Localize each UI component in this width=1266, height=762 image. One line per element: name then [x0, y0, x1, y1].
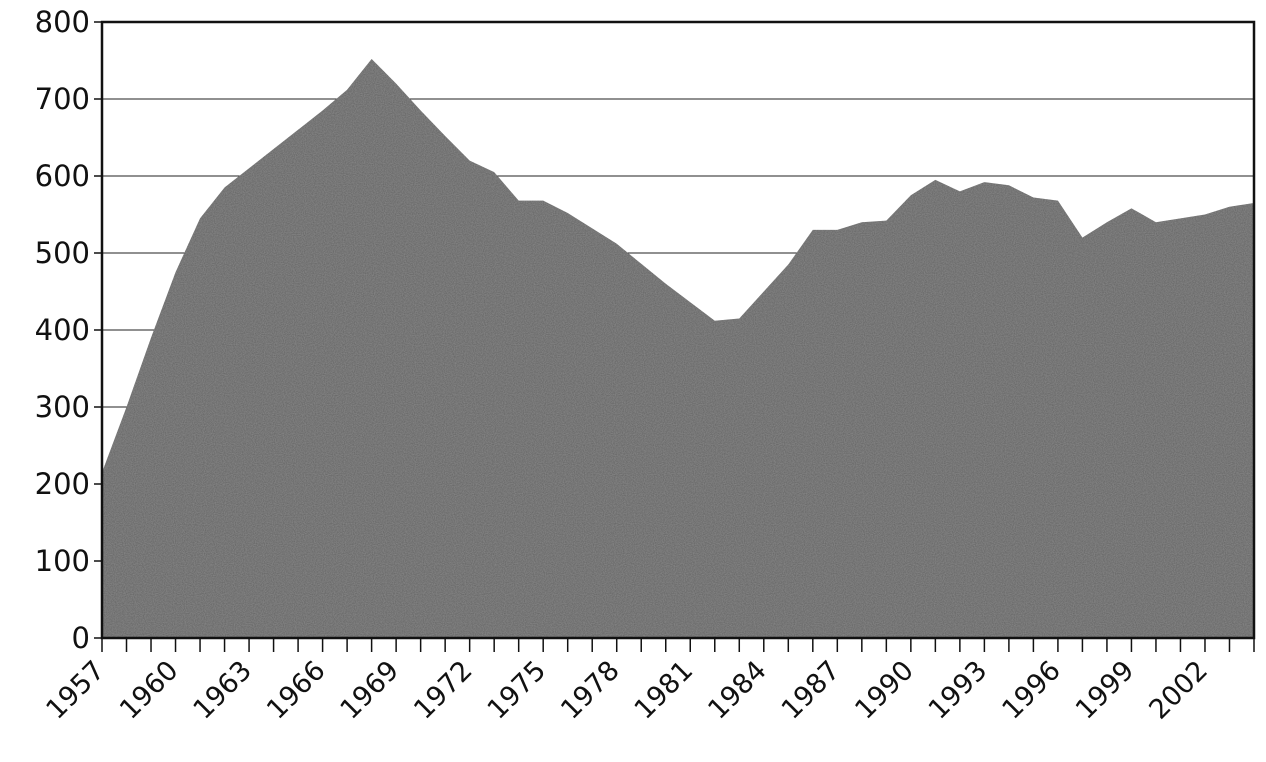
y-tick-label-400: 400	[35, 313, 90, 347]
y-tick-label-600: 600	[35, 159, 90, 193]
x-tick-label-2002: 2002	[1143, 655, 1214, 726]
y-tick-label-0: 0	[72, 621, 90, 655]
x-tick-label-1987: 1987	[776, 655, 847, 726]
y-tick-label-700: 700	[35, 82, 90, 116]
y-tick-label-200: 200	[35, 467, 90, 501]
y-tick-label-100: 100	[35, 544, 90, 578]
x-tick-label-1960: 1960	[114, 655, 185, 726]
x-tick-label-1966: 1966	[261, 655, 332, 726]
x-tick-label-1975: 1975	[482, 655, 553, 726]
x-tick-label-1984: 1984	[702, 655, 773, 726]
x-tick-label-1969: 1969	[335, 655, 406, 726]
x-tick-label-1978: 1978	[555, 655, 626, 726]
x-tick-label-1990: 1990	[849, 655, 920, 726]
x-axis: 1957 1960 1963 1966 1969 1972 1975 1978 1981 1984…	[40, 638, 1255, 726]
y-tick-label-300: 300	[35, 390, 90, 424]
x-tick-label-1993: 1993	[923, 655, 994, 726]
area-series	[102, 58, 1254, 638]
x-tick-label-1972: 1972	[408, 655, 479, 726]
x-tick-label-1957: 1957	[40, 655, 111, 726]
y-tick-label-800: 800	[35, 5, 90, 39]
y-tick-label-500: 500	[35, 236, 90, 270]
x-tick-label-1996: 1996	[996, 655, 1067, 726]
area-layer	[102, 58, 1254, 638]
x-tick-label-1981: 1981	[629, 655, 700, 726]
x-tick-label-1999: 1999	[1070, 655, 1141, 726]
y-axis: 0 100 200 300 400 500 600 700 800	[35, 5, 102, 655]
x-tick-label-1963: 1963	[188, 655, 259, 726]
